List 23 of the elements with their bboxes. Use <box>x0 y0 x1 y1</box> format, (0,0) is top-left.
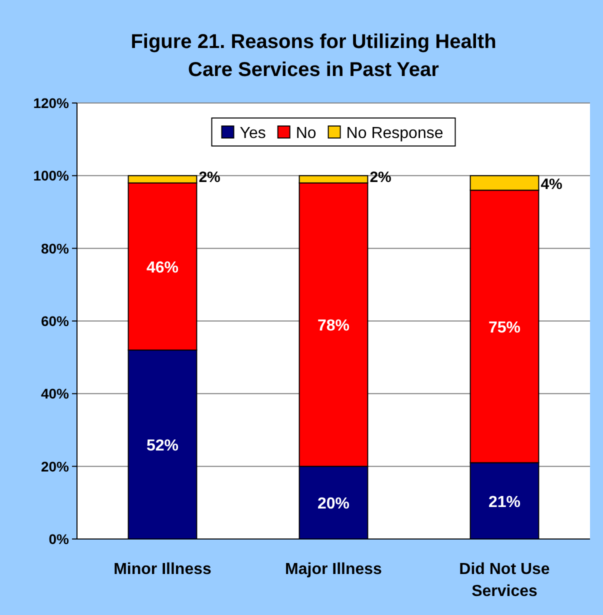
data-label: 21% <box>488 494 521 511</box>
data-label: 20% <box>317 496 350 513</box>
y-tick-label: 80% <box>40 240 70 256</box>
y-tick-label: 0% <box>48 531 70 547</box>
data-label: 2% <box>198 168 220 186</box>
legend-label: Yes <box>240 125 266 142</box>
y-tick-label: 40% <box>40 386 70 402</box>
x-tick-label: Minor Illness <box>114 561 212 578</box>
chart-title: Figure 21. Reasons for Utilizing Health Care Services in Past Year <box>130 31 496 81</box>
y-tick-label: 20% <box>40 458 70 474</box>
data-label: 4% <box>540 176 562 194</box>
y-tick-label: 100% <box>33 168 70 184</box>
y-tick-label: 60% <box>40 313 70 329</box>
legend-label: No Response <box>346 125 444 142</box>
x-tick-label: Did Not Use Services <box>459 561 550 600</box>
data-label: 78% <box>317 318 350 335</box>
x-tick-label: Major Illness <box>285 561 382 578</box>
data-label: 75% <box>488 319 521 336</box>
y-tick-label: 120% <box>33 95 70 111</box>
data-label: 46% <box>146 260 179 276</box>
data-label: 2% <box>370 168 392 186</box>
legend-label: No <box>296 125 316 142</box>
data-label: 52% <box>146 438 179 455</box>
